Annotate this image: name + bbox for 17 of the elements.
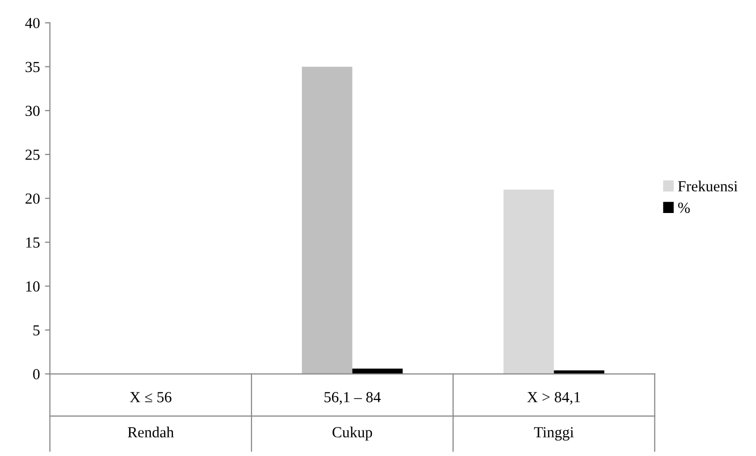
category-label: X > 84,1 Tinggi: [527, 392, 580, 441]
y-tick-label: 25: [26, 150, 40, 160]
y-tick-label: 10: [26, 281, 40, 292]
category-label: X ≤ 56 Rendah: [128, 392, 174, 438]
bar: [302, 66, 352, 374]
bar: [503, 190, 554, 374]
y-tick-label: 15: [26, 237, 40, 248]
y-tick-label: 30: [26, 106, 40, 116]
category-label: 56,1 – 84 Cukup: [324, 392, 381, 441]
y-tick-label: 20: [26, 194, 40, 204]
y-tick-label: 5: [33, 325, 40, 336]
y-tick-label: 0: [33, 369, 40, 380]
legend-label: Frekuensi: [678, 180, 738, 192]
y-tick-label: 40: [25, 18, 40, 28]
legend-label: %: [678, 202, 690, 213]
y-tick-label: 35: [26, 62, 40, 72]
bar: [352, 368, 403, 374]
